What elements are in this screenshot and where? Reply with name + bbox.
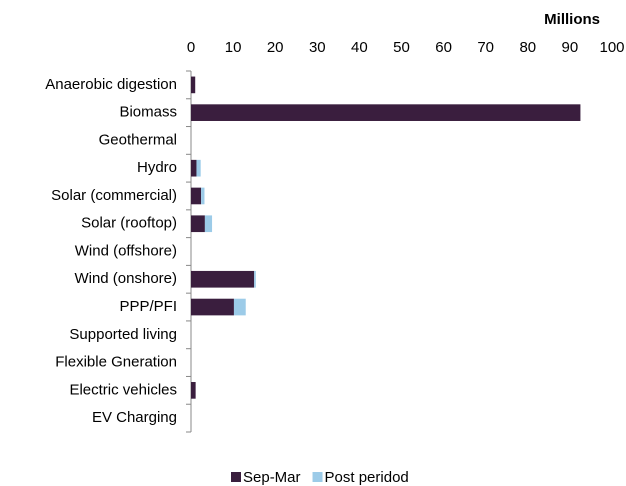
bar-segment (191, 382, 196, 399)
y-tick-label: Hydro (137, 159, 177, 176)
x-tick-label: 50 (393, 39, 410, 56)
legend-label: Post peridod (325, 469, 409, 486)
y-tick-label: Supported living (69, 326, 177, 343)
y-tick-label: Solar (commercial) (51, 187, 177, 204)
axis-label: Millions (544, 11, 600, 28)
x-tick-label: 60 (435, 39, 452, 56)
y-tick-label: Biomass (119, 104, 177, 121)
legend-swatch (312, 472, 323, 482)
y-tick-label: PPP/PFI (119, 298, 177, 315)
bar-segment (204, 215, 213, 233)
bar-segment (191, 76, 196, 94)
x-tick-label: 10 (225, 39, 242, 56)
legend-swatch (231, 472, 241, 482)
y-tick-label: Wind (offshore) (75, 242, 177, 259)
x-tick-label: 0 (187, 39, 195, 56)
x-tick-label: 100 (599, 39, 624, 56)
y-tick-label: Anaerobic digestion (45, 76, 177, 93)
bar-segment (191, 159, 197, 177)
x-tick-label: 40 (351, 39, 368, 56)
bar-segment (191, 104, 581, 121)
y-tick-label: EV Charging (92, 409, 177, 426)
y-tick-label: Flexible Gneration (55, 354, 177, 371)
x-tick-label: 30 (309, 39, 326, 56)
bar-segment (196, 159, 201, 177)
bar-segment (191, 215, 205, 233)
x-tick-label: 70 (477, 39, 494, 56)
x-tick-label: 80 (519, 39, 536, 56)
y-tick-label: Wind (onshore) (74, 270, 177, 287)
bar-segment (191, 187, 202, 205)
bar-segment (233, 298, 246, 316)
x-tick-label: 90 (562, 39, 579, 56)
legend-label: Sep-Mar (243, 469, 301, 486)
x-tick-label: 20 (267, 39, 284, 56)
y-tick-label: Electric vehicles (69, 381, 177, 398)
bar-segment (201, 187, 205, 205)
y-tick-label: Solar (rooftop) (81, 215, 177, 232)
y-tick-label: Geothermal (99, 131, 177, 148)
bar-segment (191, 270, 255, 288)
bar-segment (191, 298, 234, 316)
bar-segment (254, 270, 256, 288)
